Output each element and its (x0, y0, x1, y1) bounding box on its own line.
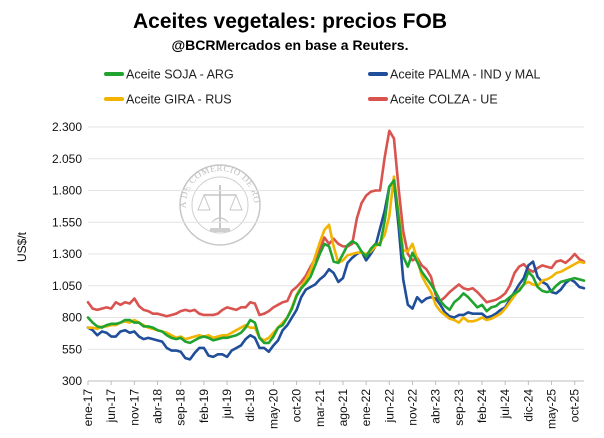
series-group (86, 129, 586, 361)
x-tick-label: jun-22 (382, 389, 396, 424)
y-tick-label: 2.300 (52, 120, 82, 134)
y-axis-label: US$/t (15, 231, 29, 262)
legend: Aceite SOJA - ARG Aceite PALMA - IND y MA… (104, 68, 541, 107)
x-tick-label: jul-19 (220, 389, 234, 420)
x-tick-label: feb-24 (475, 389, 489, 423)
x-tick-label: ene-17 (81, 389, 95, 427)
x-tick-label: abr-18 (151, 389, 165, 424)
x-tick-label: may-25 (545, 389, 559, 429)
chart-title: Aceites vegetales: precios FOB (133, 10, 447, 33)
x-tick-label: sep-18 (174, 389, 188, 426)
y-tick-label: 1.050 (52, 279, 82, 293)
chart-subtitle: @BCRMercados en base a Reuters. (172, 37, 409, 53)
y-axis: 300 550 800 1.050 1.300 1.550 1.800 2.050 2.300 (52, 120, 82, 388)
legend-label-aceite-colza-ue: Aceite COLZA - UE (390, 93, 498, 107)
y-tick-label: 300 (62, 374, 82, 388)
x-tick-label: sep-23 (452, 389, 466, 426)
x-tick-label: nov-22 (405, 389, 419, 426)
x-tick-label: nov-17 (127, 389, 141, 426)
y-tick-label: 2.050 (52, 152, 82, 166)
x-tick-label: abr-23 (429, 389, 443, 424)
x-tick-label: ene-22 (359, 389, 373, 427)
x-tick-label: ago-21 (336, 389, 350, 427)
grid (88, 126, 584, 382)
x-axis: ene-17 jun-17 nov-17 abr-18 sep-18 feb-19 jul-… (81, 380, 584, 429)
y-tick-label: 550 (62, 342, 82, 356)
series-line-aceite-soja-arg (86, 179, 586, 345)
x-tick-label: dic-24 (521, 389, 535, 422)
series-line-aceite-colza-ue (86, 129, 586, 318)
y-tick-label: 1.800 (52, 184, 82, 198)
x-tick-label: feb-19 (197, 389, 211, 423)
y-tick-label: 800 (62, 311, 82, 325)
legend-label-aceite-palma-ind-y-mal: Aceite PALMA - IND y MAL (390, 68, 541, 82)
legend-label-aceite-gira-rus: Aceite GIRA - RUS (126, 93, 232, 107)
x-tick-label: may-20 (266, 389, 280, 429)
x-tick-label: jun-17 (104, 389, 118, 424)
x-tick-label: jul-24 (498, 389, 512, 420)
y-tick-label: 1.550 (52, 215, 82, 229)
series-line-aceite-gira-rus (86, 175, 586, 342)
legend-label-aceite-soja-arg: Aceite SOJA - ARG (126, 68, 234, 82)
x-tick-label: dic-19 (243, 389, 257, 422)
y-tick-label: 1.300 (52, 247, 82, 261)
x-tick-label: mar-21 (313, 389, 327, 427)
x-tick-label: oct-25 (568, 389, 582, 423)
x-tick-label: oct-20 (290, 389, 304, 423)
series-line-aceite-palma-ind-y-mal (86, 180, 586, 361)
